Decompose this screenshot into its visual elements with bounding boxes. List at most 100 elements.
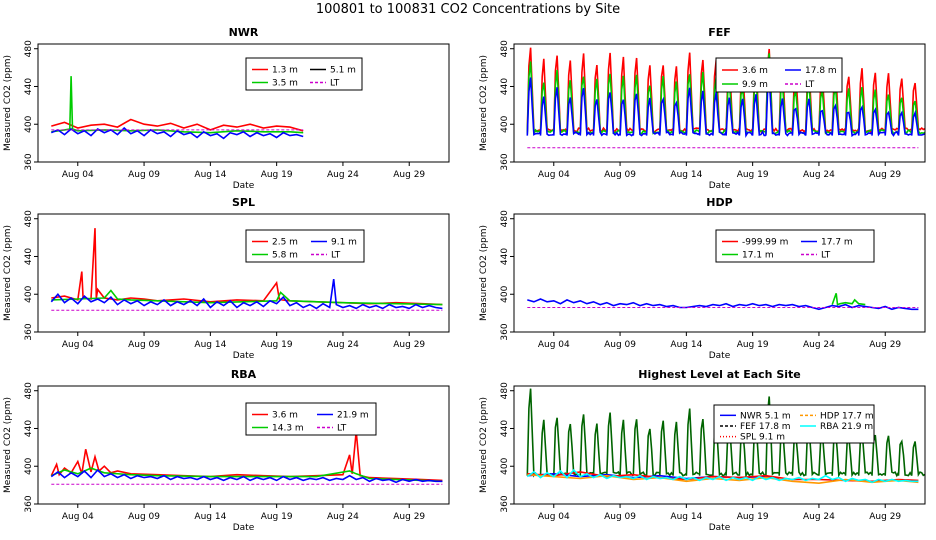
series-group	[50, 228, 443, 311]
x-tick-label: Aug 19	[261, 340, 293, 350]
series-group	[50, 431, 443, 485]
x-tick-label: Aug 09	[604, 340, 636, 350]
y-tick-label: 360	[500, 153, 510, 170]
legend-label: 17.1 m	[742, 251, 774, 261]
chart-title: NWR	[229, 26, 259, 39]
series-line-21.9-m	[50, 468, 443, 484]
x-tick-label: Aug 09	[604, 170, 636, 180]
plot-frame	[513, 385, 926, 505]
legend-box	[713, 404, 875, 444]
legend-label: 17.8 m	[805, 66, 837, 76]
legend-label: 14.3 m	[272, 424, 304, 434]
legend: 3.6 m 14.3 m 21.9 m LT	[245, 402, 377, 436]
series-line-rba-21.9-m	[526, 468, 919, 484]
legend-label: NWR 5.1 m	[740, 411, 791, 421]
x-tick-label: Aug 19	[737, 340, 769, 350]
y-tick-label: 480	[500, 40, 510, 57]
chart-rba: RBA Aug 04 Aug 09 Aug 14 Aug 19 Aug 24 Aug 29 3…	[3, 368, 450, 533]
y-tick-label: 440	[500, 248, 510, 265]
x-tick-label: Aug 29	[869, 340, 901, 350]
series-line-5.1-m	[50, 126, 304, 140]
legend-box	[715, 57, 843, 93]
y-tick-label: 400	[24, 457, 34, 474]
legend-label: SPL 9.1 m	[740, 433, 785, 443]
chart-spl: SPL Aug 04 Aug 09 Aug 14 Aug 19 Aug 24 Aug 29 3…	[3, 196, 450, 361]
y-tick-label: 400	[24, 285, 34, 302]
series-line-1.3-m	[51, 118, 304, 132]
chart-fef: FEF Aug 04 Aug 09 Aug 14 Aug 19 Aug 24 Aug 29 3…	[479, 26, 926, 191]
y-tick-label: 440	[500, 78, 510, 95]
legend-label: 3.5 m	[272, 79, 298, 89]
y-tick-label: 360	[24, 495, 34, 512]
x-tick-label: Aug 04	[538, 512, 570, 522]
legend-label: LT	[330, 79, 340, 89]
legend-box	[245, 229, 365, 263]
series-line-3.5-m	[51, 76, 304, 134]
chart-title: HDP	[706, 196, 732, 209]
x-tick-label: Aug 29	[393, 340, 425, 350]
plot-frame	[513, 213, 926, 333]
x-axis-label: Date	[709, 523, 731, 533]
x-tick-label: Aug 04	[538, 170, 570, 180]
legend-label: 5.8 m	[272, 251, 298, 261]
x-tick-label: Aug 14	[194, 512, 226, 522]
x-tick-label: Aug 19	[737, 512, 769, 522]
x-tick-label: Aug 04	[62, 512, 94, 522]
legend-label: FEF 17.8 m	[740, 422, 791, 432]
x-axis-label: Date	[233, 523, 255, 533]
plot-frame	[513, 43, 926, 163]
x-axis-label: Date	[233, 351, 255, 361]
legend: 2.5 m 5.8 m 9.1 m LT	[245, 229, 365, 263]
legend-box	[715, 229, 875, 263]
series-group	[50, 76, 304, 140]
x-tick-label: Aug 14	[670, 170, 702, 180]
x-axis-label: Date	[709, 351, 731, 361]
x-tick-label: Aug 24	[803, 340, 835, 350]
legend-label: 2.5 m	[272, 238, 298, 248]
chart-title: RBA	[231, 368, 257, 381]
y-axis-label: Measured CO2 (ppm)	[3, 397, 13, 493]
series-group	[527, 293, 919, 311]
x-tick-label: Aug 24	[803, 170, 835, 180]
y-tick-label: 360	[500, 323, 510, 340]
y-axis-label: Measured CO2 (ppm)	[3, 225, 13, 321]
y-tick-label: 360	[24, 323, 34, 340]
x-tick-label: Aug 19	[261, 512, 293, 522]
legend-label: 5.1 m	[330, 66, 356, 76]
y-tick-label: 480	[24, 40, 34, 57]
y-tick-label: 360	[24, 153, 34, 170]
legend-label: 17.7 m	[821, 238, 853, 248]
x-tick-label: Aug 04	[62, 340, 94, 350]
legend-label: RBA 21.9 m	[820, 422, 873, 432]
x-tick-label: Aug 09	[128, 340, 160, 350]
legend-label: LT	[821, 251, 831, 261]
x-tick-label: Aug 24	[327, 170, 359, 180]
series-group	[526, 388, 925, 485]
series-line-17.1-m	[831, 293, 866, 306]
y-tick-label: 400	[500, 285, 510, 302]
y-tick-label: 480	[24, 382, 34, 399]
y-tick-label: 440	[24, 420, 34, 437]
legend-box	[245, 402, 377, 436]
y-tick-label: 400	[24, 115, 34, 132]
x-tick-label: Aug 29	[869, 512, 901, 522]
x-tick-label: Aug 04	[62, 170, 94, 180]
y-axis-label: Measured CO2 (ppm)	[3, 55, 13, 151]
legend-label: 3.6 m	[742, 66, 768, 76]
y-axis-label: Measured CO2 (ppm)	[479, 55, 489, 151]
x-tick-label: Aug 29	[869, 170, 901, 180]
x-tick-label: Aug 04	[538, 340, 570, 350]
series-line-17.8-m	[526, 77, 925, 139]
legend: 3.6 m 9.9 m 17.8 m LT	[715, 57, 843, 93]
legend-label: LT	[331, 251, 341, 261]
legend-label: 3.6 m	[272, 411, 298, 421]
series-line-9.1-m	[50, 278, 443, 310]
x-tick-label: Aug 09	[604, 512, 636, 522]
x-tick-label: Aug 14	[194, 340, 226, 350]
y-tick-label: 440	[24, 248, 34, 265]
y-tick-label: 400	[500, 457, 510, 474]
main-title: 100801 to 100831 CO2 Concentrations by S…	[315, 2, 621, 17]
plot-frame	[37, 43, 450, 163]
x-tick-label: Aug 09	[128, 512, 160, 522]
y-tick-label: 480	[24, 210, 34, 227]
